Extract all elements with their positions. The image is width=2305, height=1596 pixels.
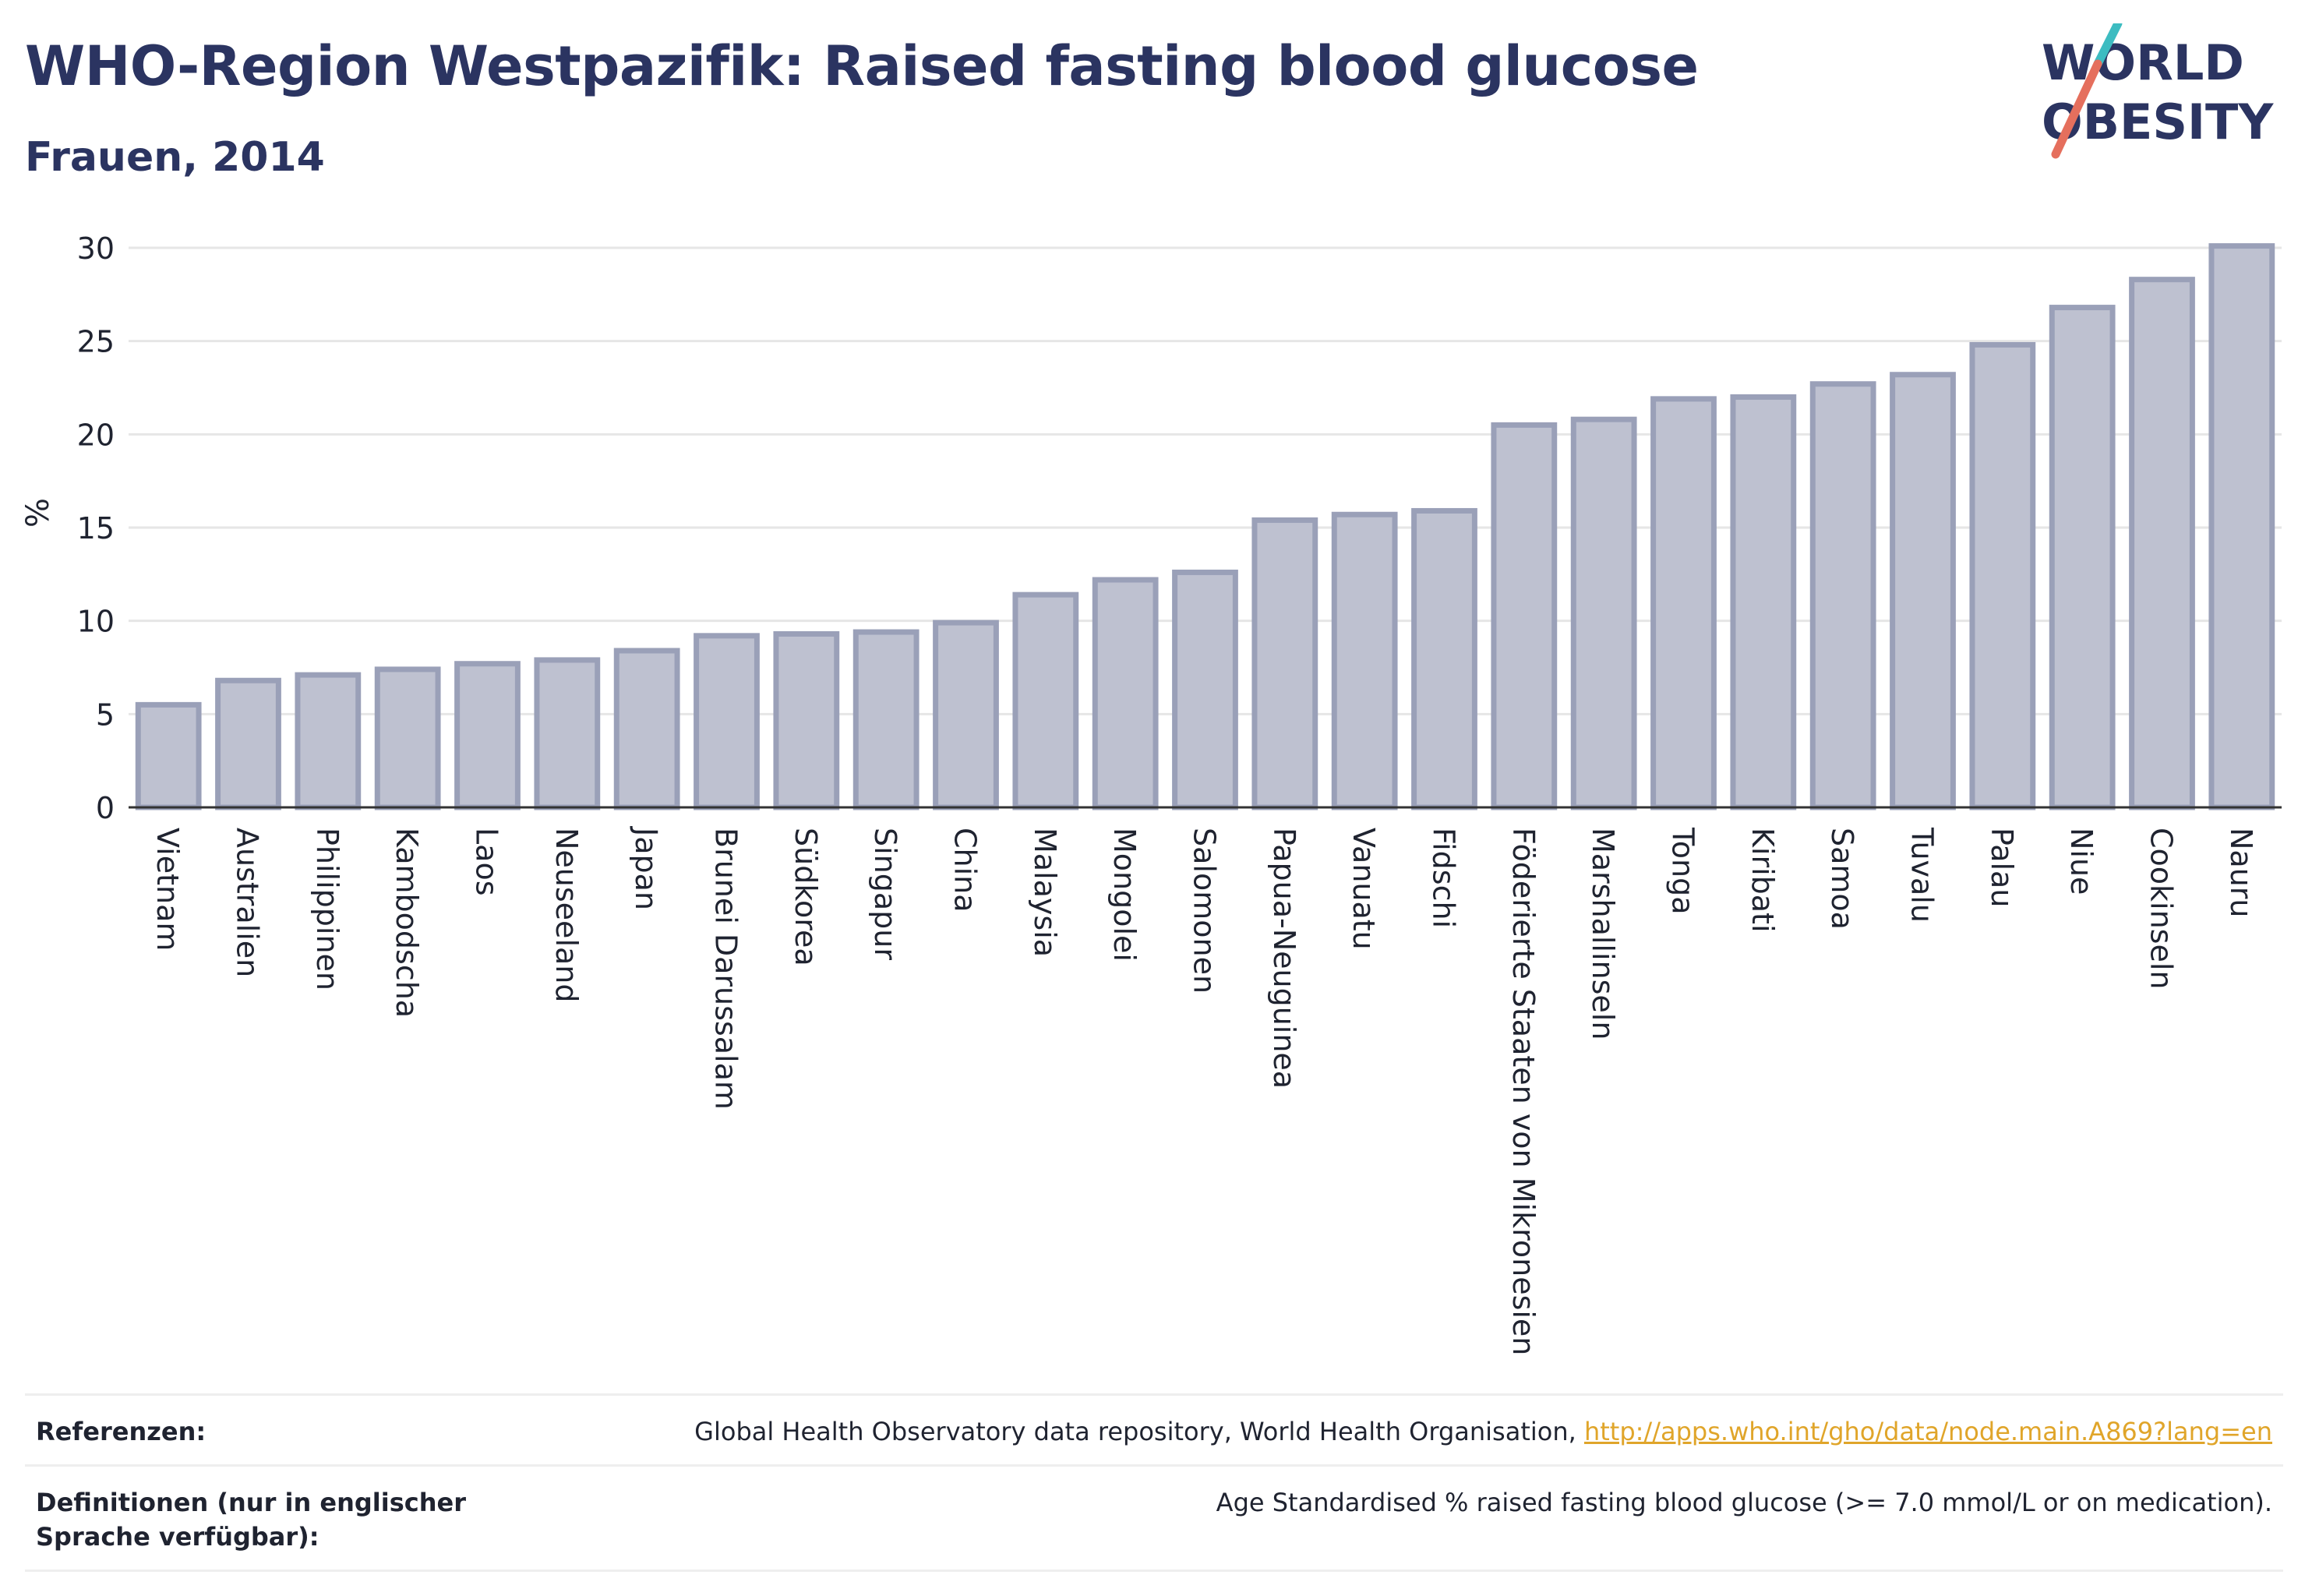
y-tick-label: 30: [77, 231, 115, 266]
x-tick-label: Philippinen: [310, 828, 344, 990]
x-tick-label: Tuvalu: [1905, 827, 1940, 923]
x-tick-label: Neuseeland: [549, 828, 584, 1003]
logo-slash-coral: [2051, 59, 2102, 159]
x-tick-label: China: [948, 828, 983, 913]
bar-japan: [613, 648, 680, 810]
bar-marshallinseln: [1570, 416, 1637, 810]
x-tick-label: Südkorea: [789, 828, 823, 966]
bar-niue: [2049, 305, 2116, 810]
bar-singapur: [852, 629, 920, 810]
definitions-label: Definitionen (nur in englischer Sprache …: [36, 1488, 466, 1552]
references-text: Global Health Observatory data repositor…: [694, 1417, 1584, 1446]
definitions-value: Age Standardised % raised fasting blood …: [1216, 1488, 2272, 1517]
references-label: Referenzen:: [36, 1417, 206, 1446]
bar-vanuatu: [1331, 511, 1398, 810]
x-tick-label: Palau: [1985, 828, 2019, 907]
y-axis-label: %: [20, 498, 56, 528]
bar-cookinseln: [2129, 277, 2195, 810]
x-tick-label: Papua-Neuguinea: [1267, 828, 1301, 1089]
x-tick-label: Japan: [629, 826, 663, 910]
x-tick-label: Nauru: [2224, 828, 2258, 918]
x-axis-ticks: Vietnam Australien Philippinen Kambodscha La…: [150, 826, 2258, 1355]
y-tick-label: 15: [77, 511, 115, 546]
y-tick-label: 0: [96, 791, 115, 825]
x-tick-label: Samoa: [1825, 828, 1859, 930]
bar-föderierte-staaten-von-mikronesien: [1491, 422, 1558, 810]
page-title: WHO-Region Westpazifik: Raised fasting b…: [25, 34, 1699, 98]
references-table: Referenzen: Global Health Observatory da…: [25, 1393, 2283, 1572]
y-tick-label: 5: [96, 697, 115, 732]
bar-neuseeland: [534, 657, 601, 810]
references-link[interactable]: http://apps.who.int/gho/data/node.main.A…: [1583, 1417, 2272, 1446]
x-tick-label: Kiribati: [1746, 828, 1780, 933]
x-tick-label: Australien: [231, 828, 265, 977]
bar-australien: [215, 677, 281, 810]
references-value: Global Health Observatory data repositor…: [694, 1414, 2272, 1449]
x-tick-label: Laos: [470, 828, 504, 896]
bar-südkorea: [773, 630, 840, 810]
y-tick-label: 10: [77, 605, 115, 639]
x-tick-label: Vanuatu: [1347, 828, 1381, 950]
bar-philippinen: [295, 672, 362, 810]
x-tick-label: Marshallinseln: [1586, 828, 1620, 1040]
x-tick-label: Malaysia: [1028, 828, 1062, 957]
x-tick-label: Cookinseln: [2144, 828, 2179, 990]
bar-papua-neuguinea: [1251, 517, 1318, 810]
definitions-row: Definitionen (nur in englischer Sprache …: [25, 1464, 2283, 1572]
bar-vietnam: [135, 701, 202, 810]
bar-tuvalu: [1890, 372, 1956, 810]
bar-brunei-darussalam: [694, 633, 760, 810]
bar-palau: [1969, 341, 2036, 810]
page-subtitle: Frauen, 2014: [25, 134, 325, 181]
x-tick-label: Mongolei: [1107, 828, 1142, 962]
world-obesity-logo: WORLD OBESITY: [2042, 23, 2274, 159]
x-tick-label: Singapur: [868, 828, 902, 960]
y-tick-label: 20: [77, 418, 115, 452]
bar-samoa: [1809, 381, 1876, 810]
bar-nauru: [2208, 243, 2275, 810]
bar-laos: [454, 661, 521, 810]
bar-fidschi: [1411, 507, 1477, 810]
bar-chart: 0 5 10 15 20 25 30 Vietnam Australien Philippine…: [20, 231, 2282, 1355]
y-axis-ticks: 0 5 10 15 20 25 30: [77, 231, 115, 825]
x-tick-label: Vietnam: [150, 828, 185, 951]
logo-line-world: WORLD: [2042, 34, 2244, 91]
bar-tonga: [1650, 396, 1717, 810]
x-tick-label: Fidschi: [1427, 828, 1461, 928]
bar-malaysia: [1012, 591, 1079, 810]
bar-mongolei: [1092, 577, 1159, 810]
y-tick-label: 25: [77, 325, 115, 359]
bar-china: [933, 620, 999, 810]
bar-kiribati: [1730, 394, 1797, 810]
x-tick-label: Niue: [2064, 828, 2099, 895]
bar-salomonen: [1172, 569, 1238, 810]
logo-slash-teal: [2093, 23, 2123, 69]
x-tick-label: Kambodscha: [390, 828, 424, 1018]
x-tick-label: Tonga: [1666, 827, 1700, 915]
x-tick-label: Brunei Darussalam: [709, 828, 743, 1110]
x-tick-label: Föderierte Staaten von Mikronesien: [1506, 828, 1541, 1355]
bar-kambodscha: [374, 666, 441, 810]
x-tick-label: Salomonen: [1188, 828, 1222, 994]
references-row: Referenzen: Global Health Observatory da…: [25, 1393, 2283, 1464]
